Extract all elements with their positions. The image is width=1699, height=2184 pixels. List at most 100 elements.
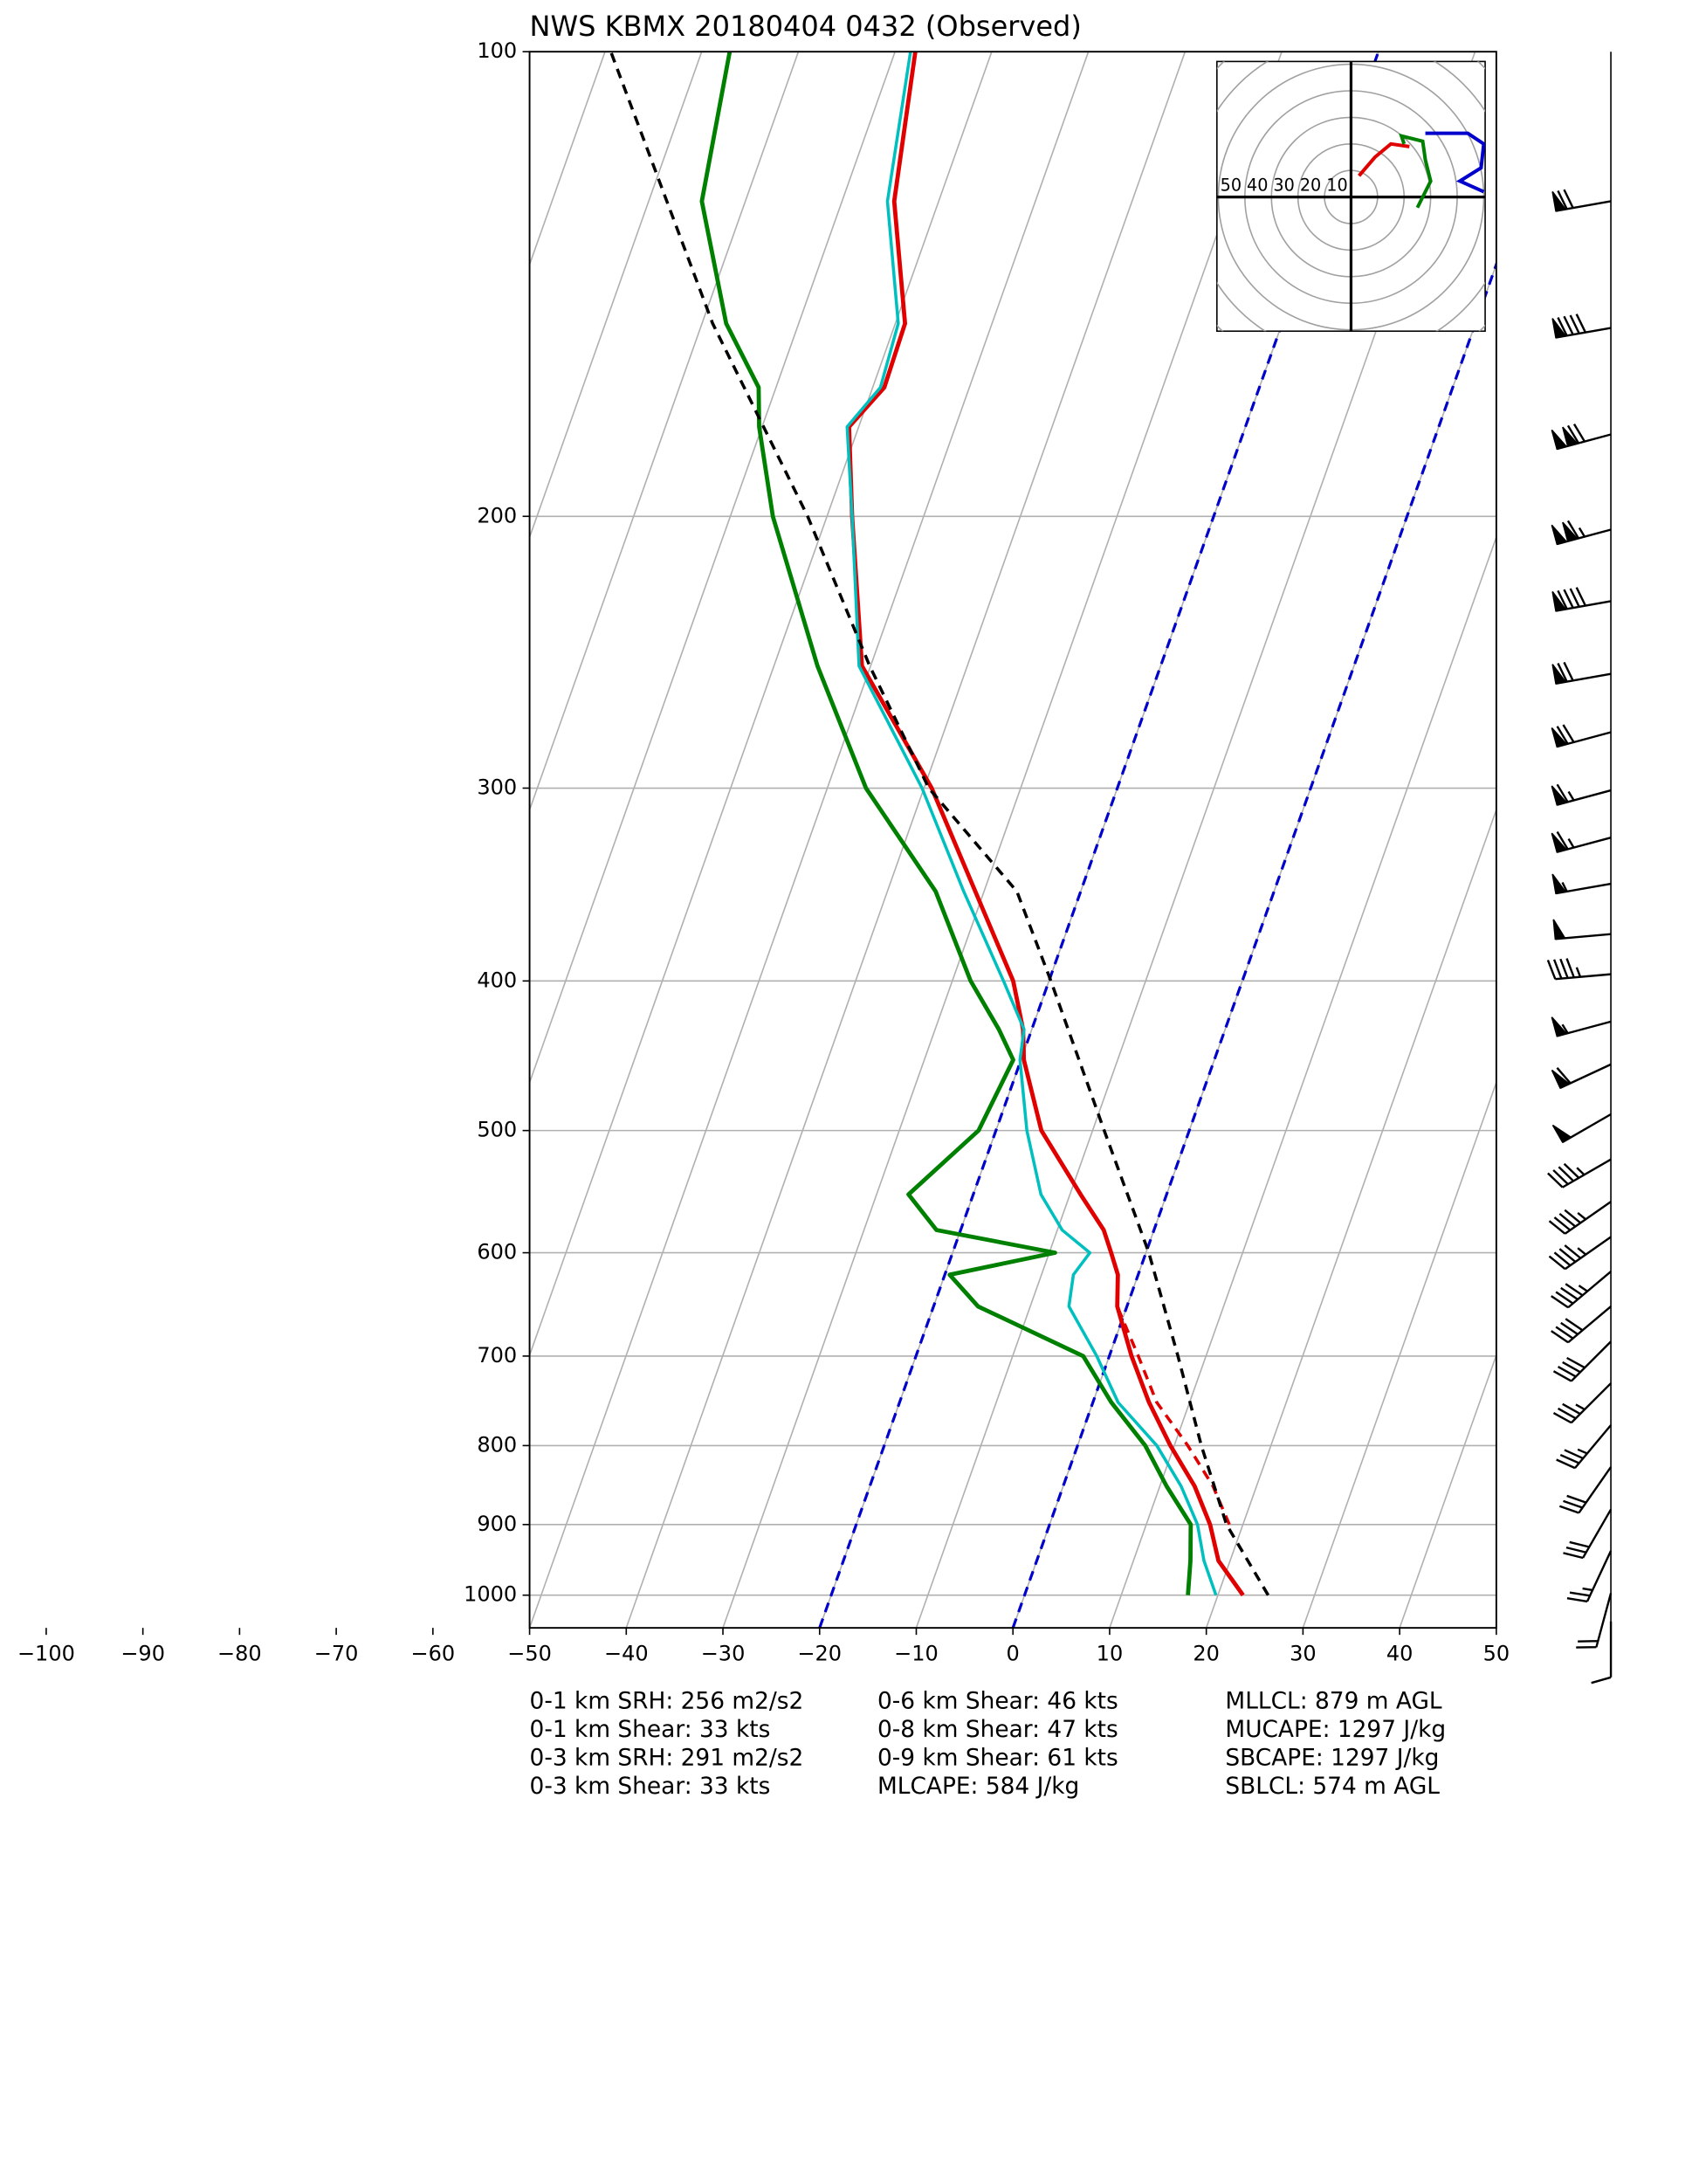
isotherm-line: [1399, 1353, 1496, 1629]
isotherm-line: [1302, 1080, 1496, 1629]
isotherm-line: [722, 52, 1283, 1629]
annotations: 0-1 km SRH: 256 m2/s20-1 km Shear: 33 kt…: [530, 1687, 1447, 1799]
chart-title: NWS KBMX 20180404 0432 (Observed): [530, 10, 1082, 43]
barb-flags: [1551, 591, 1567, 612]
barb-lines: [1551, 1306, 1612, 1344]
wind-barb: [1551, 830, 1612, 853]
y-tick-label: 300: [477, 775, 517, 800]
hodograph-ring-label: 50: [1221, 175, 1242, 195]
x-tick-label: −40: [604, 1642, 649, 1666]
wind-barb: [1551, 520, 1612, 546]
wind-barb: [1552, 1382, 1612, 1424]
x-tick-label: −50: [507, 1642, 552, 1666]
barb-lines: [1591, 1621, 1613, 1685]
hodograph-ring-label: 20: [1300, 175, 1321, 195]
y-tick-label: 900: [477, 1512, 517, 1536]
wind-barb: [1566, 1550, 1613, 1603]
barb-lines: [1563, 1508, 1613, 1560]
isotherm-line: [529, 52, 1090, 1629]
wind-barb: [1551, 1306, 1612, 1344]
wind-barb: [1551, 189, 1612, 212]
barb-flags: [1551, 1124, 1572, 1144]
x-tick-label: 10: [1097, 1642, 1124, 1666]
wind-barb: [1551, 1113, 1612, 1144]
wind-barb: [1551, 724, 1612, 748]
isotherm-line: [529, 52, 896, 1085]
y-tick-label: 500: [477, 1118, 517, 1142]
x-tick-label: 40: [1386, 1642, 1414, 1666]
index-text: 0-1 km Shear: 33 kts: [530, 1716, 771, 1743]
hodograph-trace: [1399, 133, 1433, 209]
x-tick-label: −80: [217, 1642, 262, 1666]
y-tick-label: 700: [477, 1343, 517, 1368]
barb-lines: [1548, 1236, 1612, 1271]
y-tick-label: 100: [477, 38, 517, 63]
index-text: 0-3 km SRH: 291 m2/s2: [530, 1744, 804, 1771]
wind-barb: [1576, 1593, 1613, 1649]
index-text: 0-6 km Shear: 46 kts: [877, 1687, 1118, 1714]
wind-barb: [1552, 919, 1612, 940]
isotherm-line: [529, 52, 703, 540]
x-tick-label: −20: [797, 1642, 842, 1666]
hodograph-layer: 50 40 30 20 10: [1216, 61, 1486, 332]
barb-lines: [1576, 1593, 1613, 1649]
wind-barb: [1591, 1621, 1613, 1685]
isotherm-line: [1205, 807, 1496, 1629]
barbs-layer: [1546, 189, 1613, 1685]
barb-flags: [1551, 727, 1568, 748]
wind-barb: [1551, 1063, 1612, 1089]
index-text: MLLCL: 879 m AGL: [1225, 1687, 1441, 1714]
wind-barb: [1547, 1158, 1612, 1188]
index-text: SBLCL: 574 m AGL: [1225, 1773, 1440, 1800]
x-tick-label: 50: [1483, 1642, 1510, 1666]
wind-barb: [1551, 313, 1612, 339]
profile-line: [1116, 1306, 1231, 1526]
wind-barb: [1551, 1271, 1612, 1309]
x-tick-label: −100: [17, 1642, 75, 1666]
x-tick-label: 20: [1193, 1642, 1220, 1666]
barb-flags: [1551, 521, 1579, 546]
barb-lines: [1546, 958, 1612, 981]
wind-barb: [1551, 783, 1612, 806]
barb-flags: [1551, 1069, 1571, 1089]
index-text: 0-9 km Shear: 61 kts: [877, 1744, 1118, 1771]
hodograph-ring-label: 40: [1247, 175, 1268, 195]
wind-barb: [1563, 1508, 1613, 1560]
index-text: 0-1 km SRH: 256 m2/s2: [530, 1687, 804, 1714]
barb-flags: [1551, 664, 1567, 685]
x-tick-label: −10: [894, 1642, 939, 1666]
index-text: SBCAPE: 1297 J/kg: [1225, 1744, 1439, 1771]
index-text: 0-8 km Shear: 47 kts: [877, 1716, 1118, 1743]
barb-lines: [1552, 1382, 1612, 1424]
wind-barb: [1558, 1466, 1613, 1514]
wind-barb: [1546, 958, 1612, 981]
profile-line: [845, 52, 1218, 1596]
barb-lines: [1551, 1271, 1612, 1309]
profile-layer: [609, 52, 1270, 1597]
y-tick-label: 1000: [464, 1582, 517, 1607]
barb-lines: [1556, 1424, 1612, 1470]
isotherm-line: [529, 52, 800, 812]
y-tick-label: 200: [477, 503, 517, 527]
y-tick-label: 400: [477, 968, 517, 992]
barb-flags: [1551, 832, 1568, 853]
hodograph-ring-label: 30: [1273, 175, 1294, 195]
x-tick-label: −30: [701, 1642, 746, 1666]
isotherm-line: [625, 52, 1187, 1629]
barb-flags: [1551, 873, 1567, 895]
x-tick-label: −90: [120, 1642, 165, 1666]
barb-lines: [1555, 313, 1612, 339]
x-tick-label: −60: [411, 1642, 456, 1666]
profile-line: [609, 52, 1270, 1596]
barb-lines: [1547, 1158, 1612, 1188]
x-tick-label: 0: [1007, 1642, 1020, 1666]
barb-flags: [1551, 318, 1567, 339]
wind-barb: [1556, 1424, 1612, 1470]
wind-barb: [1551, 424, 1612, 451]
barb-lines: [1548, 1201, 1612, 1235]
x-tick-label: 30: [1290, 1642, 1317, 1666]
y-tick-label: 600: [477, 1240, 517, 1264]
